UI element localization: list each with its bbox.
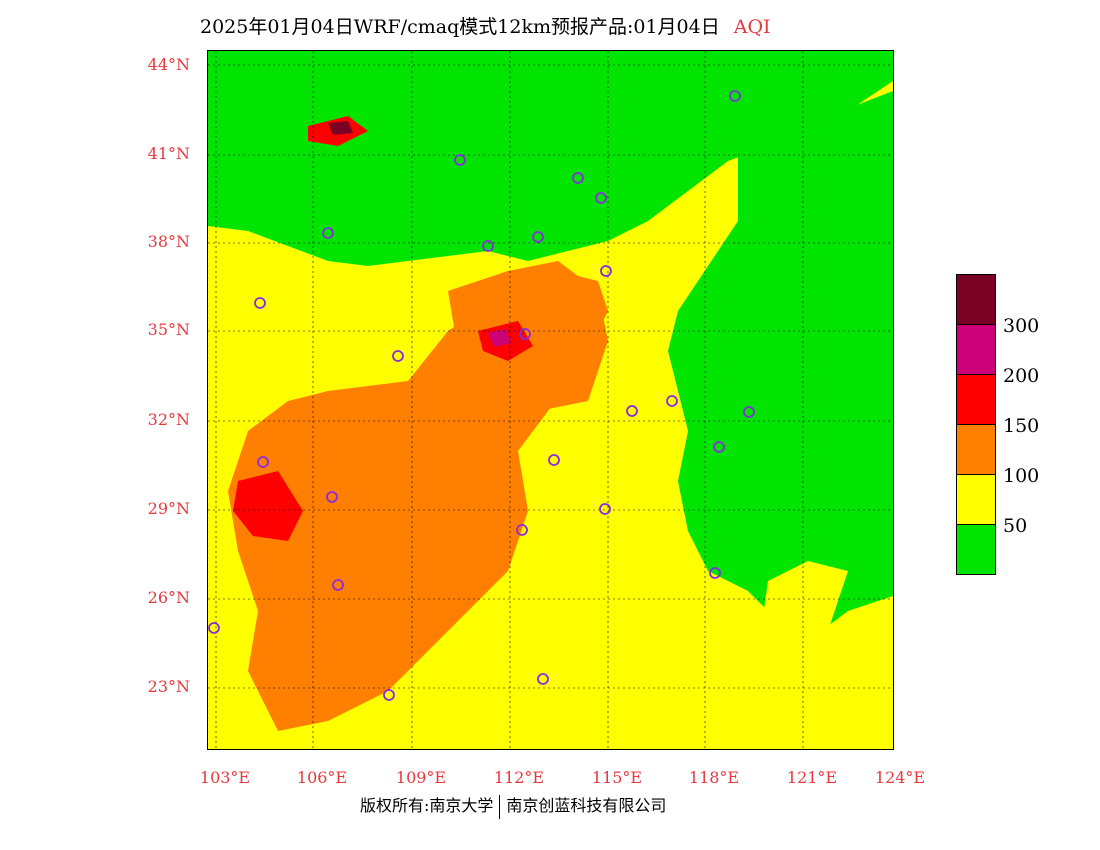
lat-label-41: 41°N [147, 144, 190, 163]
lat-label-23: 23°N [147, 677, 190, 696]
lon-label-109: 109°E [395, 768, 447, 787]
aqi-legend [956, 274, 996, 575]
lon-label-112: 112°E [493, 768, 545, 787]
aqi-darkred-inner-mongolia [328, 121, 353, 135]
aqi-red-sichuan [233, 471, 303, 541]
lat-label-38: 38°N [147, 232, 190, 251]
lon-label-121: 121°E [786, 768, 838, 787]
aqi-map-canvas [208, 51, 893, 749]
legend-label-300: 300 [1003, 315, 1040, 337]
map-title: 2025年01月04日WRF/cmaq模式12km预报产品:01月04日 AQI [200, 12, 771, 39]
legend-swatch-50-100 [956, 474, 996, 524]
title-text: 2025年01月04日WRF/cmaq模式12km预报产品:01月04日 [200, 16, 720, 38]
legend-label-150: 150 [1003, 415, 1040, 437]
legend-label-50: 50 [1003, 515, 1028, 537]
legend-swatch-150-200 [956, 374, 996, 424]
lat-label-44: 44°N [147, 55, 190, 74]
aqi-magenta-henan [488, 329, 511, 347]
legend-label-200: 200 [1003, 365, 1040, 387]
copyright-footer: 版权所有:南京大学 南京创蓝科技有限公司 [360, 792, 666, 819]
aqi-green-north [208, 51, 893, 266]
lat-label-35: 35°N [147, 320, 190, 339]
copyright-company: 南京创蓝科技有限公司 [506, 796, 667, 815]
legend-swatch-100-150 [956, 424, 996, 474]
copyright-owner: 版权所有:南京大学 [360, 796, 494, 815]
lon-label-124: 124°E [874, 768, 926, 787]
lat-label-26: 26°N [147, 588, 190, 607]
aqi-map [207, 50, 894, 750]
legend-swatch-300plus [956, 274, 996, 324]
legend-swatch-0-50 [956, 524, 996, 575]
aqi-orange-north-central [448, 261, 608, 411]
lon-label-106: 106°E [296, 768, 348, 787]
lon-label-103: 103°E [199, 768, 251, 787]
legend-label-100: 100 [1003, 465, 1040, 487]
footer-separator [499, 794, 501, 819]
lat-label-32: 32°N [147, 410, 190, 429]
lon-label-115: 115°E [591, 768, 643, 787]
lat-label-29: 29°N [147, 499, 190, 518]
legend-swatch-200-300 [956, 324, 996, 374]
graticule [208, 51, 893, 749]
lon-label-118: 118°E [688, 768, 740, 787]
city-markers [208, 90, 755, 701]
aqi-green-sea [668, 91, 893, 651]
title-variable: AQI [733, 16, 771, 38]
